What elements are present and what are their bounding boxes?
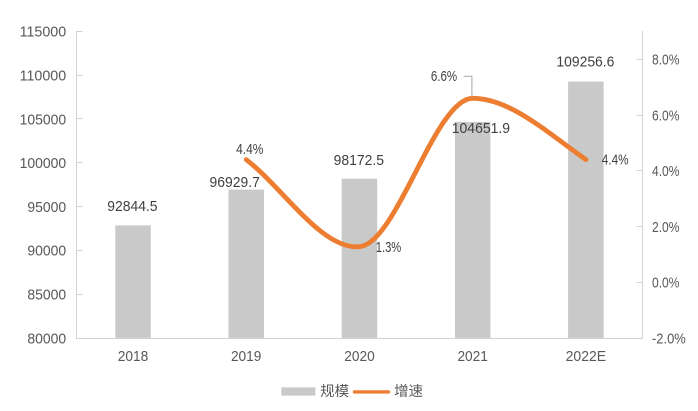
svg-text:2019: 2019: [231, 348, 262, 365]
svg-text:85000: 85000: [27, 287, 66, 304]
svg-text:105000: 105000: [20, 111, 67, 128]
svg-text:1.3%: 1.3%: [376, 239, 402, 256]
svg-text:96929.7: 96929.7: [210, 174, 260, 191]
svg-text:2022E: 2022E: [566, 348, 607, 365]
svg-text:0.0%: 0.0%: [652, 275, 680, 292]
svg-text:100000: 100000: [20, 155, 67, 172]
svg-text:95000: 95000: [27, 199, 66, 216]
svg-text:90000: 90000: [27, 243, 66, 260]
svg-text:4.0%: 4.0%: [652, 163, 680, 180]
svg-text:2018: 2018: [118, 348, 149, 365]
svg-text:6.6%: 6.6%: [431, 68, 457, 85]
svg-text:2.0%: 2.0%: [652, 219, 680, 236]
svg-text:80000: 80000: [27, 330, 66, 347]
svg-text:2021: 2021: [457, 348, 488, 365]
svg-text:115000: 115000: [20, 24, 67, 41]
svg-text:8.0%: 8.0%: [652, 52, 680, 69]
svg-text:92844.5: 92844.5: [107, 198, 157, 215]
svg-text:104651.9: 104651.9: [452, 120, 510, 137]
svg-text:4.4%: 4.4%: [236, 141, 263, 158]
svg-text:110000: 110000: [20, 68, 67, 85]
svg-text:2020: 2020: [344, 348, 375, 365]
svg-text:6.0%: 6.0%: [652, 107, 680, 124]
svg-text:4.4%: 4.4%: [602, 152, 629, 169]
svg-text:98172.5: 98172.5: [334, 152, 384, 169]
svg-text:-2.0%: -2.0%: [652, 330, 686, 347]
svg-text:109256.6: 109256.6: [556, 54, 614, 71]
